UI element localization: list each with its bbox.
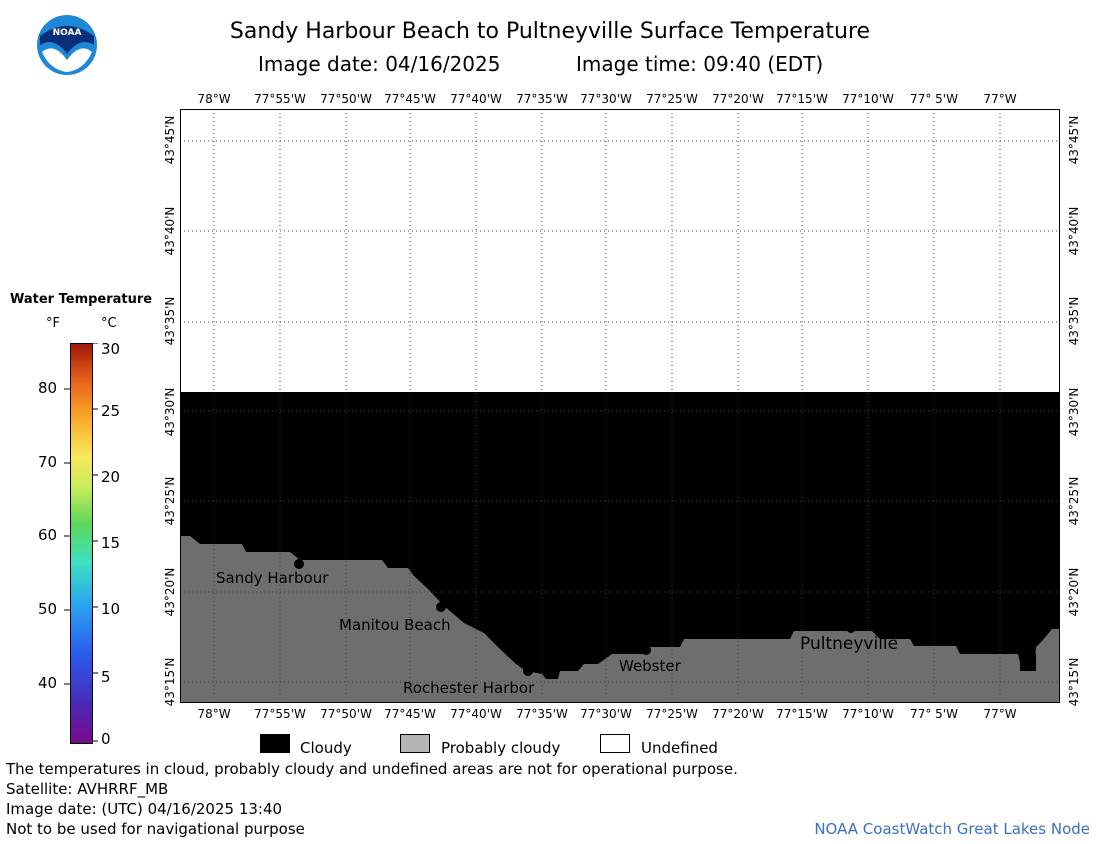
lon-label: 77°20'W [712,92,764,106]
lon-label: 77°55'W [254,92,306,106]
scale-unit-f: °F [46,316,60,331]
lon-label: 77°10'W [842,707,894,721]
lon-label: 77°45'W [384,92,436,106]
undefined-swatch [600,734,630,753]
color-ramp [70,343,93,744]
lat-label: 43°15'N [1067,657,1081,707]
probably-cloudy-region [180,536,1060,703]
lat-label: 43°45'N [1067,115,1081,165]
temperature-scale: Water Temperature °F °C 80 70 60 50 40 3… [0,290,160,750]
operational-note: The temperatures in cloud, probably clou… [6,760,738,778]
place-label-pultneyville: Pultneyville [800,634,899,654]
logo-text: NOAA [52,28,82,38]
lon-label: 77°15'W [776,707,828,721]
c-tick-label: 25 [101,402,121,420]
lon-label: 77°35'W [516,707,568,721]
lon-label: 78°W [197,707,231,721]
lon-label: 77°15'W [776,92,828,106]
scale-title: Water Temperature [10,292,153,307]
f-tick-label: 80 [38,379,58,397]
lon-label: 77°W [983,707,1017,721]
map-area: Sandy Harbour Manitou Beach Rochester Ha… [180,109,1060,703]
cloudy-label: Cloudy [300,739,352,757]
lon-label: 77° 5'W [910,707,958,721]
f-tick-label: 50 [38,600,58,618]
c-tick-label: 20 [101,468,121,486]
lat-label: 43°40'N [163,206,177,256]
lat-label: 43°25'N [1067,476,1081,526]
utc-image-date: Image date: (UTC) 04/16/2025 13:40 [6,800,283,818]
pultneyville-marker [846,623,856,633]
c-tick-label: 0 [101,730,111,748]
sandy-harbour-marker [294,559,304,569]
lat-label: 43°20'N [1067,567,1081,617]
place-label-manitou-beach: Manitou Beach [339,616,451,634]
lat-label: 43°30'N [1067,387,1081,437]
lon-label: 77°30'W [580,707,632,721]
lon-label: 77°55'W [254,707,306,721]
f-tick-label: 40 [38,674,58,692]
page-title: Sandy Harbour Beach to Pultneyville Surf… [229,19,871,44]
cloudy-swatch [260,734,290,753]
lon-label: 77°10'W [842,92,894,106]
f-tick-label: 60 [38,526,58,544]
graticule [180,109,1060,703]
lon-label: 77°45'W [384,707,436,721]
undefined-label: Undefined [641,739,718,757]
lat-label: 43°45'N [163,115,177,165]
image-date: Image date: 04/16/2025 [258,52,501,76]
lon-label: 77°25'W [646,92,698,106]
lat-label: 43°30'N [163,387,177,437]
lake-notch [1020,654,1036,671]
lat-label: 43°15'N [163,657,177,707]
lon-label: 77°W [983,92,1017,106]
lat-label: 43°25'N [163,476,177,526]
place-label-rochester-harbor: Rochester Harbor [403,679,535,697]
lon-label: 77°50'W [320,92,372,106]
place-label-webster: Webster [619,657,681,675]
lon-label: 77°50'W [320,707,372,721]
lon-label: 78°W [197,92,231,106]
lon-label: 77° 5'W [910,92,958,106]
probably-cloudy-swatch [400,734,430,753]
probably-cloudy-label: Probably cloudy [441,739,561,757]
rochester-harbor-marker [523,666,533,676]
lat-label: 43°40'N [1067,206,1081,256]
c-tick-label: 10 [101,600,121,618]
scale-ticks [64,343,98,742]
webster-marker [641,645,651,655]
f-tick-label: 70 [38,453,58,471]
satellite-info: Satellite: AVHRRF_MB [6,780,169,798]
scale-unit-c: °C [101,316,117,331]
place-markers [294,559,856,676]
lon-label: 77°25'W [646,707,698,721]
place-label-sandy-harbour: Sandy Harbour [216,569,329,587]
lat-label: 43°35'N [1067,296,1081,346]
lat-label: 43°35'N [163,296,177,346]
lat-label: 43°20'N [163,567,177,617]
credit-link[interactable]: NOAA CoastWatch Great Lakes Node [814,820,1090,838]
lon-label: 77°30'W [580,92,632,106]
lon-label: 77°40'W [450,707,502,721]
lon-label: 77°35'W [516,92,568,106]
navigation-warning: Not to be used for navigational purpose [6,820,305,838]
image-time: Image time: 09:40 (EDT) [576,52,824,76]
c-tick-label: 5 [101,668,111,686]
c-tick-label: 15 [101,534,121,552]
manitou-beach-marker [436,602,446,612]
c-tick-label: 30 [101,340,121,358]
lon-label: 77°40'W [450,92,502,106]
lon-label: 77°20'W [712,707,764,721]
noaa-logo: NOAA [36,14,98,76]
